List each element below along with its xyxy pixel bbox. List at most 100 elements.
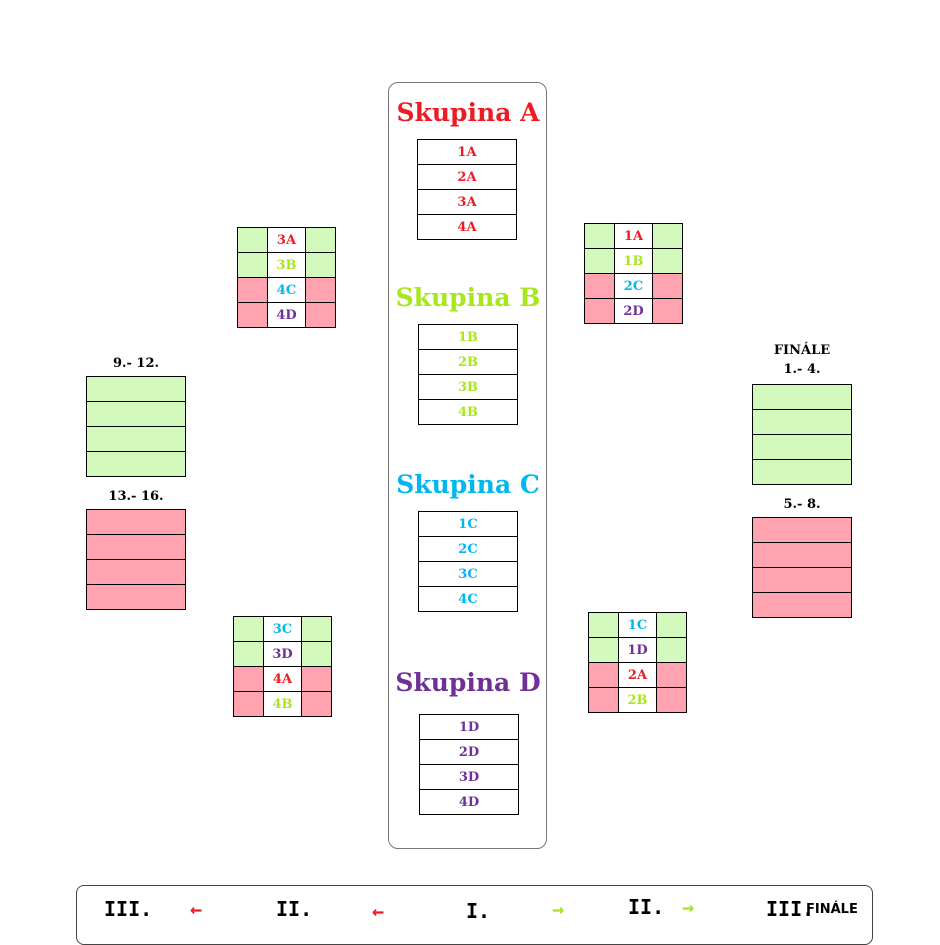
bracket-slot: 1B — [614, 248, 653, 274]
result-slot — [752, 567, 852, 593]
table-row — [752, 542, 852, 568]
result-9-12 — [86, 376, 186, 477]
bracket-table: 3A 3B 4C 4D — [237, 227, 336, 328]
bracket-side-cell — [652, 298, 683, 324]
bracket-side-cell — [233, 616, 264, 642]
table-row — [86, 584, 186, 610]
bracket-side-cell — [588, 662, 619, 688]
group-slot: 3D — [419, 764, 519, 790]
table-row — [86, 401, 186, 427]
table-row — [752, 434, 852, 460]
table-row: 3D — [419, 764, 519, 790]
result-slot — [752, 384, 852, 410]
group-slot: 4C — [418, 586, 518, 612]
bracket-side-cell — [584, 248, 615, 274]
result-slot — [86, 376, 186, 402]
group-slot: 1B — [418, 324, 518, 350]
table-row: 4B — [418, 399, 518, 425]
table-row: 1B — [418, 324, 518, 350]
result-slot — [86, 509, 186, 535]
label-9-12: 9.- 12. — [112, 356, 160, 371]
table-row: 4A — [417, 214, 517, 240]
bracket-side-cell — [301, 666, 332, 692]
result-slot — [752, 409, 852, 435]
bracket-side-cell — [588, 612, 619, 638]
bracket-side-cell — [301, 641, 332, 667]
bracket-side-cell — [652, 223, 683, 249]
table-row: 4C — [418, 586, 518, 612]
arrow-right-icon: → — [552, 897, 565, 921]
group-slot: 3A — [417, 189, 517, 215]
table-row: 3B — [418, 374, 518, 400]
group-title: Skupina C — [396, 470, 540, 499]
bracket-side-cell — [301, 616, 332, 642]
group-slot: 4D — [419, 789, 519, 815]
group-title: Skupina B — [395, 283, 541, 312]
table-row — [752, 567, 852, 593]
result-slot — [752, 459, 852, 485]
bracket-slot: 1A — [614, 223, 653, 249]
bracket-side-cell — [305, 252, 336, 278]
table-row: 4C — [237, 277, 336, 303]
table-row: 1C — [418, 511, 518, 537]
bracket-side-cell — [305, 277, 336, 303]
table-row — [752, 409, 852, 435]
group-slot: 3B — [418, 374, 518, 400]
legend-round-2-left: II. — [276, 897, 313, 921]
result-slot — [752, 592, 852, 618]
result-1-4 — [752, 384, 852, 485]
table-row: 3D — [233, 641, 332, 667]
bracket-slot: 4C — [267, 277, 306, 303]
table-row: 3A — [237, 227, 336, 253]
result-slot — [86, 451, 186, 477]
group-slot: 2B — [418, 349, 518, 375]
group-table: 1C 2C 3C 4C — [418, 511, 518, 612]
bracket-slot: 3C — [263, 616, 302, 642]
bracket-side-cell — [233, 691, 264, 717]
table-row — [752, 459, 852, 485]
table-row — [86, 376, 186, 402]
bracket-table: 1A 1B 2C 2D — [584, 223, 683, 324]
table-row — [86, 509, 186, 535]
bracket-table: 1C 1D 2A 2B — [588, 612, 687, 713]
table-row: 1B — [584, 248, 683, 274]
bracket-side-cell — [584, 298, 615, 324]
table-row: 3C — [233, 616, 332, 642]
legend-round-3-right: III. — [766, 897, 815, 921]
table-row: 3A — [417, 189, 517, 215]
table-row: 1A — [417, 139, 517, 165]
table-row: 2B — [418, 349, 518, 375]
bracket-slot: 4A — [263, 666, 302, 692]
bracket-slot: 3D — [263, 641, 302, 667]
group-slot: 2D — [419, 739, 519, 765]
group-slot: 1A — [417, 139, 517, 165]
table-row: 2C — [584, 273, 683, 299]
legend-round-2-right: II. — [628, 895, 665, 919]
table-row — [86, 451, 186, 477]
bracket-side-cell — [237, 277, 268, 303]
bracket-side-cell — [656, 637, 687, 663]
bracket-side-cell — [237, 252, 268, 278]
table-row: 2C — [418, 536, 518, 562]
bracket-side-cell — [652, 248, 683, 274]
table-row: 1D — [588, 637, 687, 663]
arrow-left-icon: ← — [190, 897, 203, 921]
table-row: 4B — [233, 691, 332, 717]
table-row: 4D — [419, 789, 519, 815]
bracket-side-cell — [584, 273, 615, 299]
bracket-side-cell — [305, 302, 336, 328]
bracket-side-cell — [588, 687, 619, 713]
bracket-side-cell — [588, 637, 619, 663]
bracket-slot: 3A — [267, 227, 306, 253]
group-table: 1D 2D 3D 4D — [419, 714, 519, 815]
bracket-slot: 1C — [618, 612, 657, 638]
table-row: 2D — [584, 298, 683, 324]
table-row: 1C — [588, 612, 687, 638]
table-row — [752, 384, 852, 410]
group-slot: 2C — [418, 536, 518, 562]
table-row — [752, 517, 852, 543]
result-slot — [86, 401, 186, 427]
result-slot — [86, 426, 186, 452]
bracket-side-cell — [652, 273, 683, 299]
bracket-side-cell — [305, 227, 336, 253]
